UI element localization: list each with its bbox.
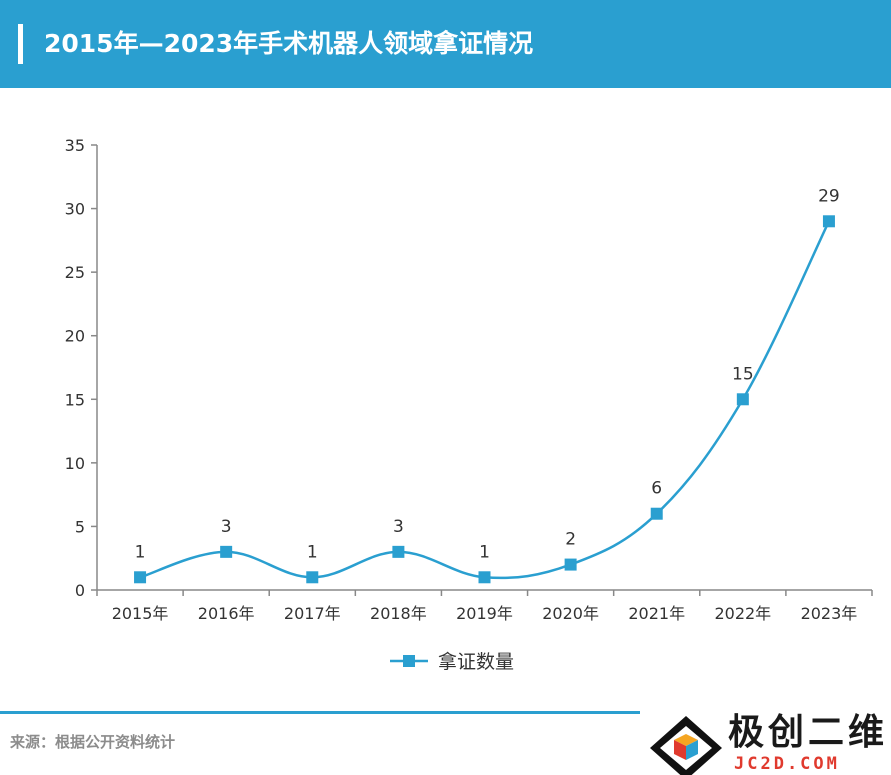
- logo-url: JC2D.COM: [734, 754, 840, 774]
- page-title: 2015年—2023年手术机器人领域拿证情况: [44, 29, 534, 58]
- y-tick-label: 25: [65, 263, 85, 282]
- data-point: [822, 215, 835, 228]
- legend-marker: [403, 655, 415, 667]
- y-tick-label: 35: [65, 136, 85, 155]
- data-label: 29: [818, 186, 840, 206]
- data-label: 15: [732, 364, 754, 384]
- data-label: 6: [651, 479, 662, 499]
- brand-logo: 极创二维 JC2D.COM: [646, 712, 891, 775]
- y-tick-label: 0: [75, 581, 85, 600]
- data-label: 1: [307, 542, 318, 562]
- x-tick-label: 2021年: [628, 604, 685, 623]
- data-label: 2: [565, 530, 576, 550]
- footer-divider: [0, 711, 640, 714]
- x-tick-label: 2016年: [198, 604, 255, 623]
- data-label: 3: [221, 517, 232, 537]
- data-point: [564, 558, 577, 571]
- data-point: [736, 393, 749, 406]
- x-tick-label: 2017年: [284, 604, 341, 623]
- y-tick-label: 10: [65, 454, 85, 473]
- data-label: 1: [479, 542, 490, 562]
- line-chart: 0 5 10 15 20 25 30 35 2015年 2016年 2017年 2018年 2019年 2…: [65, 136, 873, 673]
- y-tick-label: 5: [75, 517, 85, 536]
- x-tick-label: 2022年: [714, 604, 771, 623]
- data-label: 1: [135, 542, 146, 562]
- data-point: [306, 571, 319, 584]
- y-tick-label: 20: [65, 327, 85, 346]
- data-point: [650, 507, 663, 520]
- legend-label: 拿证数量: [438, 650, 514, 673]
- series-line: [139, 220, 831, 580]
- logo-name: 极创二维: [728, 712, 889, 753]
- source-note: 来源：根据公开资料统计: [10, 733, 176, 751]
- data-point: [220, 545, 233, 558]
- y-tick-label: 15: [65, 390, 85, 409]
- x-tick-label: 2023年: [801, 604, 858, 623]
- data-point: [478, 571, 491, 584]
- header-banner: 2015年—2023年手术机器人领域拿证情况: [0, 0, 891, 88]
- data-point: [134, 571, 147, 584]
- x-tick-label: 2019年: [456, 604, 513, 623]
- y-tick-label: 30: [65, 200, 85, 219]
- x-tick-label: 2020年: [542, 604, 599, 623]
- cube-logo-icon: [650, 716, 722, 775]
- x-tick-label: 2015年: [112, 604, 169, 623]
- data-label: 3: [393, 517, 404, 537]
- header-accent-bar: [18, 24, 23, 64]
- x-tick-label: 2018年: [370, 604, 427, 623]
- data-point: [392, 545, 405, 558]
